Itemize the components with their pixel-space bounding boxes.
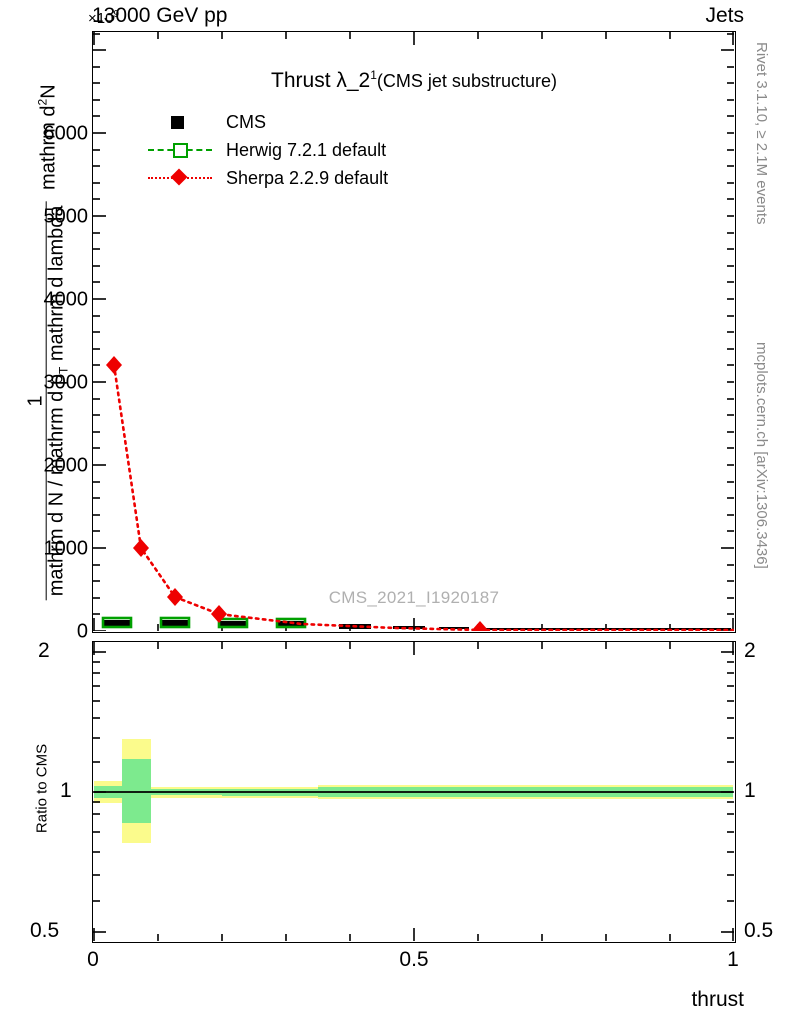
series-sherpa-markers <box>106 356 488 631</box>
y-axis-multiplier-exponent: 9 <box>113 9 120 20</box>
beam-energy-label: 13000 GeV pp <box>92 4 228 27</box>
series-herwig-bars <box>101 616 307 629</box>
ratio-plot-panel <box>92 641 736 943</box>
y-ticklabel-3000: 3000 <box>43 371 89 394</box>
plot-title: Thrust λ_21(CMS jet substructure) <box>92 68 736 93</box>
square-filled-icon <box>171 116 184 129</box>
plot-title-symbol-superscript: 1 <box>370 68 377 82</box>
ratio-ticklabel-1-right: 1 <box>744 779 756 802</box>
ratio-y-ticks-left <box>93 651 106 933</box>
legend-label-herwig: Herwig 7.2.1 default <box>226 139 387 160</box>
legend-key-cms <box>148 111 212 133</box>
ratio-ticklabel-1-left: 1 <box>60 779 72 802</box>
x-axis-ticks-top <box>93 32 734 45</box>
ratio-x-ticks-top <box>93 642 734 655</box>
legend: CMS Herwig 7.2.1 default Sherpa 2.2.9 de… <box>148 108 388 192</box>
legend-key-herwig <box>148 139 212 161</box>
y-ticklabel-1000: 1000 <box>43 537 89 560</box>
main-plot-panel <box>92 31 736 633</box>
x-ticklabel-1: 1 <box>727 948 739 971</box>
ratio-ticklabel-05-right: 0.5 <box>744 919 774 942</box>
ratio-y-axis-title: Ratio to CMS <box>33 743 51 834</box>
y-ticklabel-5000: 5000 <box>43 205 89 228</box>
rivet-version-annotation: Rivet 3.1.10, ≥ 2.1M events <box>753 42 770 225</box>
ratio-ticklabel-05-left: 0.5 <box>30 919 60 942</box>
ratio-ticklabel-2-right: 2 <box>744 639 756 662</box>
x-ticklabel-05: 0.5 <box>399 948 429 971</box>
plot-title-symbol: λ_2 <box>336 69 371 92</box>
legend-key-sherpa <box>148 167 212 189</box>
plot-title-main: Thrust <box>271 69 337 92</box>
diamond-filled-icon <box>170 168 188 186</box>
series-sherpa-line <box>112 363 734 631</box>
y-axis-ticks-right <box>721 33 734 631</box>
plot-title-parenthetical: (CMS jet substructure) <box>376 71 557 91</box>
legend-label-cms: CMS <box>226 111 266 132</box>
y-ticklabel-2000: 2000 <box>43 454 89 477</box>
y-axis-multiplier-label: ×109 <box>88 9 119 27</box>
main-plot-canvas <box>93 32 734 631</box>
x-axis-title: thrust <box>691 988 744 1011</box>
square-open-icon <box>173 143 188 158</box>
ratio-plot-canvas <box>93 642 734 941</box>
ratio-ticklabel-2-left: 2 <box>38 639 50 662</box>
ratio-band-inner <box>94 759 733 823</box>
y-axis-multiplier-base: ×10 <box>88 10 114 27</box>
ratio-y-ticks-right <box>721 651 734 933</box>
y-ticklabel-0: 0 <box>76 620 88 643</box>
y-ticklabel-4000: 4000 <box>43 288 89 311</box>
y-ticklabel-6000: 6000 <box>43 122 89 145</box>
y-axis-ticks-left <box>93 33 106 631</box>
y-axis-ticklabels: 0 1000 2000 3000 4000 5000 6000 <box>0 31 89 643</box>
legend-entry-cms[interactable]: CMS <box>148 108 388 136</box>
x-ticklabel-0: 0 <box>87 948 99 971</box>
legend-entry-sherpa[interactable]: Sherpa 2.2.9 default <box>148 164 388 192</box>
analysis-category-label: Jets <box>705 4 744 27</box>
ratio-x-ticks-bottom <box>93 928 734 941</box>
mcplots-reference-annotation: mcplots.cern.ch [arXiv:1306.3436] <box>753 342 770 569</box>
analysis-id-watermark: CMS_2021_I1920187 <box>328 588 500 607</box>
legend-label-sherpa: Sherpa 2.2.9 default <box>226 167 389 188</box>
legend-entry-herwig[interactable]: Herwig 7.2.1 default <box>148 136 388 164</box>
